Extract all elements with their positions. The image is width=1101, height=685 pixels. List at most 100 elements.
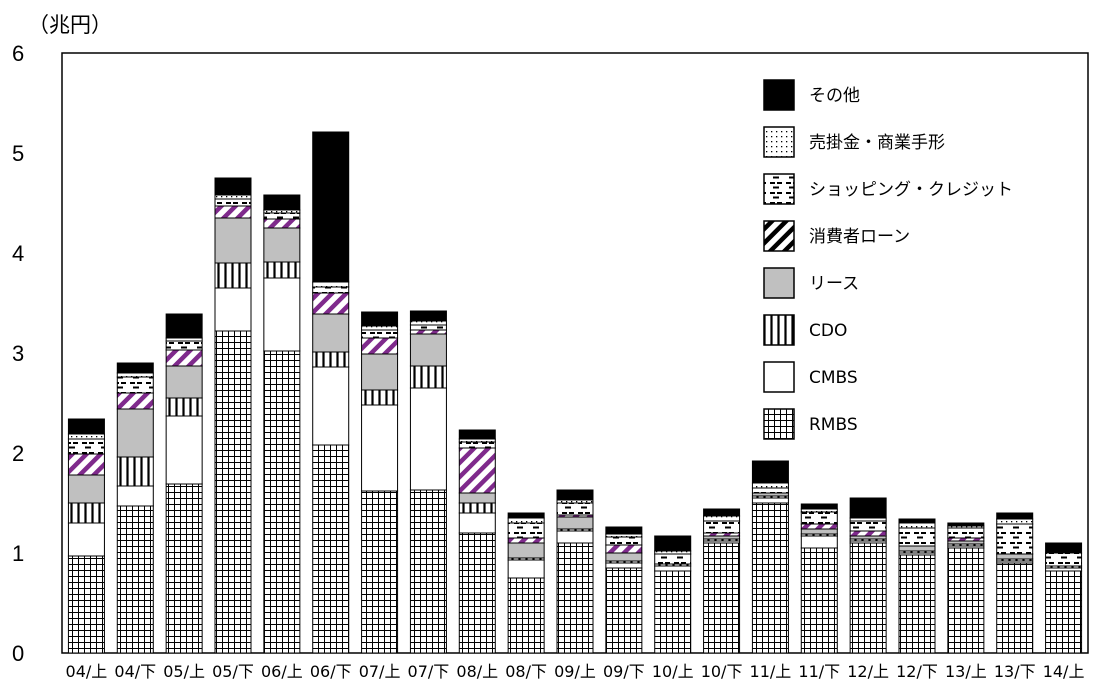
bar-segment-receivables [751,482,789,489]
bar-segment-rmbs [556,542,594,654]
bar-segment-cdo [116,456,154,487]
y-tick-label: 0 [12,641,24,666]
bar-stack [556,489,594,654]
bar-segment-lease [361,353,399,391]
bar-segment-rmbs [361,490,399,654]
bar-segment-cmbs [654,565,692,572]
legend-swatch [763,361,795,393]
bar-segment-shopping [654,553,692,565]
bar-segment-lease [507,542,545,559]
bar-segment-receivables [312,281,350,288]
bar-segment-consumer [67,453,105,476]
bar-stack [67,418,105,654]
bar-segment-other [507,512,545,519]
legend-item-cdo: CDO [763,314,847,346]
bar-segment-rmbs [1045,570,1083,654]
bar-segment-consumer [458,447,496,494]
bar-segment-other [703,508,741,517]
bar-segment-rmbs [507,577,545,654]
bar-segment-shopping [409,324,447,331]
bar-segment-rmbs [409,489,447,654]
legend-label: RMBS [809,415,858,435]
bar-stack [312,131,350,654]
bar-segment-other [849,497,887,519]
bar-segment-consumer [116,392,154,410]
bar-segment-other [458,429,496,440]
bar-segment-consumer [214,205,252,219]
x-tick-label: 13/上 [945,662,987,681]
bar-segment-lease [800,528,838,535]
bar-segment-lease [409,333,447,367]
x-tick-label: 11/下 [798,662,840,681]
x-tick-label: 07/下 [408,662,450,681]
bar-segment-other [361,311,399,327]
bar-segment-consumer [605,544,643,554]
bar-segment-shopping [751,487,789,494]
bar-segment-other [165,313,203,339]
bar-segment-lease [458,492,496,504]
bar-segment-lease [898,545,936,552]
bar-segment-shopping [312,286,350,294]
legend-swatch [763,173,795,205]
bar-stack [116,362,154,654]
bar-segment-other [409,310,447,322]
bar-stack [165,313,203,654]
bar-segment-lease [263,227,301,263]
bar-segment-cmbs [458,512,496,534]
x-tick-label: 10/下 [701,662,743,681]
y-tick-label: 5 [12,141,24,166]
bar-segment-shopping [507,522,545,539]
legend-swatch [763,126,795,158]
bar-segment-other [312,131,350,283]
bar-segment-rmbs [165,483,203,654]
bar-segment-rmbs [116,505,154,654]
legend-label: 消費者ローン [809,227,910,247]
bar-stack [263,194,301,654]
bar-stack [947,522,985,654]
bar-segment-lease [67,474,105,504]
bar-segment-cmbs [751,497,789,504]
bar-segment-receivables [996,518,1034,525]
bar-stack [898,518,936,654]
bars-group [67,131,1083,654]
bar-segment-rmbs [898,554,936,654]
bar-segment-cmbs [312,366,350,446]
bar-segment-rmbs [67,555,105,654]
y-axis: 0 1 2 3 4 5 6 [12,41,24,666]
bar-segment-rmbs [654,570,692,654]
bar-stack [703,508,741,654]
legend-label: 売掛金・商業手形 [809,133,945,153]
bar-segment-rmbs [849,542,887,654]
bar-segment-consumer [165,349,203,367]
bar-stack [1045,542,1083,654]
bar-segment-rmbs [605,567,643,654]
bar-segment-shopping [605,536,643,546]
bar-segment-receivables [214,194,252,200]
y-tick-label: 6 [12,41,24,66]
x-tick-label: 08/上 [456,662,498,681]
bar-segment-shopping [165,340,203,351]
bar-segment-lease [605,552,643,562]
bar-segment-other [751,460,789,484]
bar-stack [458,429,496,654]
bar-segment-cdo [263,261,301,279]
bar-segment-receivables [507,517,545,524]
bar-stack [214,177,252,654]
legend-swatch [763,267,795,299]
y-tick-label: 1 [12,541,24,566]
bar-segment-rmbs [947,547,985,654]
bar-stack [800,503,838,654]
legend-item-consumer: 消費者ローン [763,220,910,252]
bar-stack [996,512,1034,654]
bar-segment-other [800,503,838,510]
bar-segment-consumer [263,218,301,229]
legend-swatch [763,408,795,440]
legend-swatch [763,314,795,346]
legend-label: リース [809,274,859,294]
bar-segment-shopping [556,502,594,516]
bar-segment-lease [312,313,350,353]
bar-segment-other [556,489,594,501]
bar-segment-shopping [996,523,1034,555]
